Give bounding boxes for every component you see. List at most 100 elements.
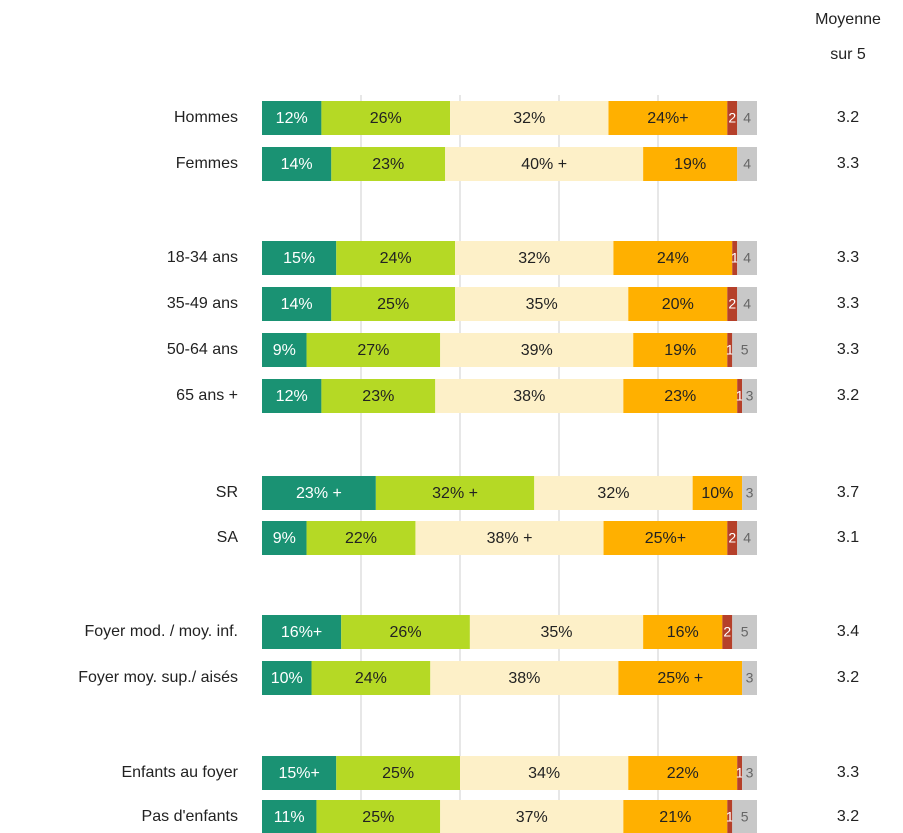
- bar-segment: [623, 379, 738, 413]
- mean-value: 3.3: [837, 249, 859, 266]
- bar-segment: [336, 241, 456, 275]
- bar-segment: [603, 521, 728, 555]
- value-label: 5: [741, 624, 749, 640]
- bar-segment: [262, 661, 312, 695]
- bar-segment: [455, 287, 629, 321]
- value-label: 12%: [276, 388, 308, 405]
- value-label: 19%: [674, 156, 706, 173]
- row-label: 18-34 ans: [167, 249, 238, 266]
- value-label: 4: [743, 530, 751, 546]
- value-label: 25%: [382, 765, 414, 782]
- value-label: 25%: [377, 296, 409, 313]
- mean-value: 3.3: [837, 764, 859, 781]
- value-label: 39%: [521, 342, 553, 359]
- value-label: 25% +: [657, 670, 703, 687]
- mean-value: 3.1: [837, 529, 859, 546]
- bar-segment: [262, 379, 322, 413]
- bar-segment: [727, 287, 738, 321]
- bar-segment: [628, 756, 738, 790]
- value-label: 38%: [508, 670, 540, 687]
- value-label: 32%: [513, 110, 545, 127]
- bar-segment: [415, 521, 604, 555]
- bar-segment: [262, 756, 337, 790]
- value-label: 34%: [528, 765, 560, 782]
- bar-segment: [727, 521, 738, 555]
- row-label: Pas d'enfants: [142, 808, 238, 825]
- row-label: 65 ans +: [176, 387, 238, 404]
- bar-segment: [469, 615, 644, 649]
- mean-value: 3.3: [837, 341, 859, 358]
- value-label: 3: [746, 765, 754, 781]
- bar-segment: [435, 379, 624, 413]
- value-label: 25%+: [645, 530, 686, 547]
- value-label: 32%: [518, 250, 550, 267]
- value-label: 35%: [526, 296, 558, 313]
- value-label: 23%: [372, 156, 404, 173]
- value-label: 10%: [701, 485, 733, 502]
- mean-value: 3.3: [837, 155, 859, 172]
- value-label: 24%: [657, 250, 689, 267]
- value-label: 24%+: [647, 110, 688, 127]
- mean-value: 3.3: [837, 295, 859, 312]
- value-label: 27%: [357, 342, 389, 359]
- bar-segment: [623, 800, 728, 833]
- value-label: 2: [723, 624, 731, 640]
- bar-segment: [727, 333, 733, 367]
- value-label: 1: [726, 342, 734, 358]
- bar-segment: [445, 147, 644, 181]
- value-label: 22%: [667, 765, 699, 782]
- bar-segment: [262, 101, 322, 135]
- bar-segment: [262, 287, 332, 321]
- bar-segment: [440, 333, 634, 367]
- bar-segment: [331, 147, 446, 181]
- value-label: 1: [736, 765, 744, 781]
- bar-segment: [737, 147, 757, 181]
- bar-segment: [262, 800, 317, 833]
- value-label: 14%: [281, 296, 313, 313]
- bar-segment: [742, 756, 757, 790]
- row-label: SR: [216, 484, 238, 501]
- bar-segment: [737, 287, 757, 321]
- bar-segment: [321, 379, 436, 413]
- bar-segment: [262, 333, 307, 367]
- bar-segment: [262, 521, 307, 555]
- value-label: 15%+: [278, 765, 319, 782]
- value-label: 16%: [667, 624, 699, 641]
- value-label: 24%: [380, 250, 412, 267]
- row-label: Foyer moy. sup./ aisés: [78, 669, 238, 686]
- value-label: 23% +: [296, 485, 342, 502]
- value-label: 23%: [362, 388, 394, 405]
- bar-segment: [643, 147, 738, 181]
- value-label: 25%: [362, 809, 394, 826]
- value-label: 1: [731, 250, 739, 266]
- row-label: SA: [217, 529, 239, 546]
- value-label: 21%: [659, 809, 691, 826]
- value-label: 2: [728, 296, 736, 312]
- value-label: 9%: [273, 530, 296, 547]
- bar-segment: [608, 101, 728, 135]
- row-label: 35-49 ans: [167, 295, 238, 312]
- value-label: 35%: [541, 624, 573, 641]
- mean-value: 3.4: [837, 623, 859, 640]
- row-label: Femmes: [176, 155, 238, 172]
- value-label: 5: [741, 342, 749, 358]
- bar-segment: [737, 379, 743, 413]
- mean-title: Moyenne: [815, 11, 881, 28]
- bar-segment: [430, 661, 619, 695]
- value-label: 38%: [513, 388, 545, 405]
- value-label: 14%: [281, 156, 313, 173]
- bar-segment: [732, 800, 757, 833]
- bar-segment: [727, 101, 738, 135]
- value-label: 19%: [664, 342, 696, 359]
- bar-segment: [613, 241, 733, 275]
- bar-segment: [643, 615, 723, 649]
- value-label: 12%: [276, 110, 308, 127]
- value-label: 3: [746, 485, 754, 501]
- mean-value: 3.2: [837, 387, 859, 404]
- value-label: 26%: [390, 624, 422, 641]
- bar-segment: [455, 241, 614, 275]
- bar-segment: [375, 476, 535, 510]
- bar-segment: [341, 615, 470, 649]
- value-label: 1: [736, 388, 744, 404]
